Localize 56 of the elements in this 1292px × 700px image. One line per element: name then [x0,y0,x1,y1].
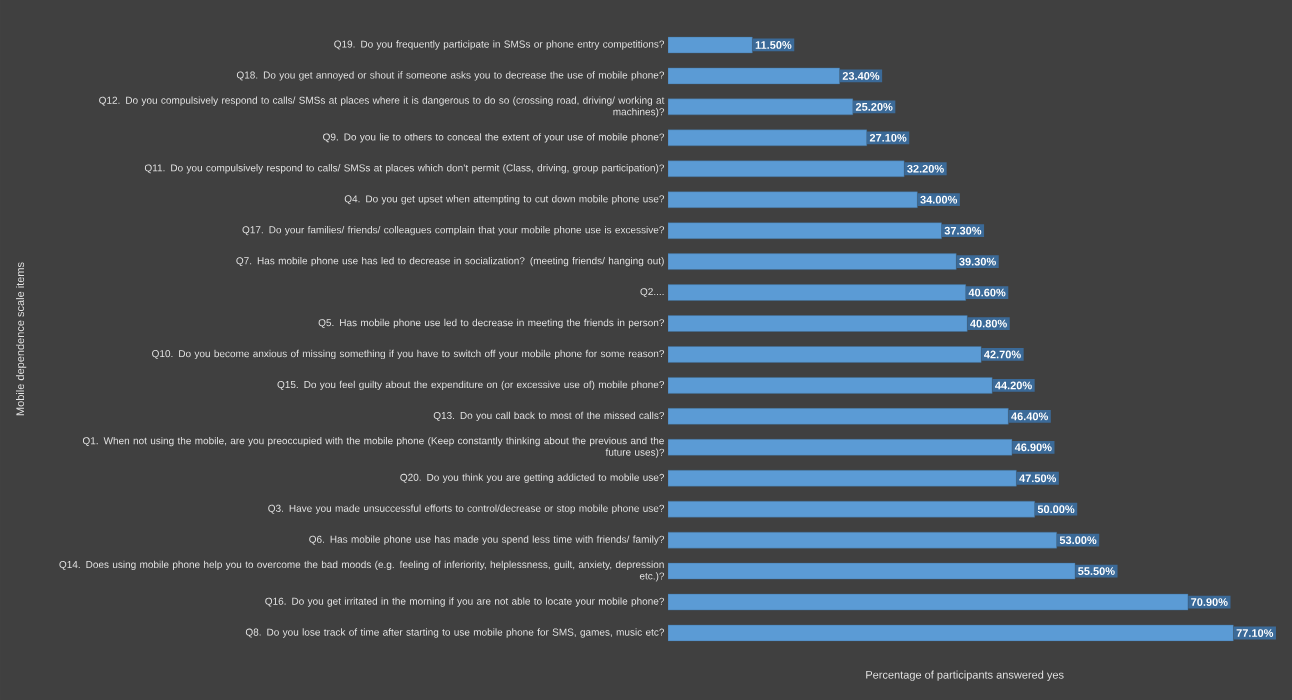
y-tick-label: Q12. Do you compulsively respond to calls/ SMSs at places where it is dangerous to do so (crossing road, driving/ working at machines)? [99,96,665,118]
bar [668,501,1035,518]
y-tick-label: Q6. Has mobile phone use has made you spend less time with friends/ family? [309,535,665,545]
bar [668,160,905,177]
bar [668,222,942,239]
data-label: 40.80% [970,319,1007,328]
data-label: 46.90% [1014,443,1052,452]
bar [668,129,867,147]
y-tick-label: Q20. Do you think you are getting addicted to mobile use? [400,473,665,483]
y-tick-label: Q1. When not using the mobile, are you preoccupied with the mobile phone (Keep constantly thinking about the previous and the future uses)? [82,436,665,458]
bar [668,377,993,394]
data-label: 50.00% [1037,505,1075,514]
y-tick-label: Q4. Do you get upset when attempting to cut down mobile phone use? [344,195,665,205]
bar [668,346,982,363]
data-label: 70.90% [1191,598,1228,606]
y-tick-label: Q3. Have you made unsuccessful efforts to control/decrease or stop mobile phone use? [268,504,665,514]
data-label: 44.20% [995,381,1032,390]
y-tick-label: Q7. Has mobile phone use has led to decrease in socialization? (meeting friends/ hanging out) [236,256,664,267]
y-tick-label: Q11. Do you compulsively respond to calls/ SMSs at places which don’t permit (Class, driving, group participation)? [144,164,665,174]
data-label: 25.20% [855,102,893,111]
y-tick-label: Q15. Do you feel guilty about the expenditure on (or excessive use of) mobile phone? [277,380,665,391]
data-label: 46.40% [1011,412,1049,421]
y-axis-title: Mobile dependence scale items [16,262,27,416]
data-label: 42.70% [984,350,1021,359]
data-label: 53.00% [1059,536,1097,545]
bar [668,253,957,270]
data-label: 40.60% [968,288,1006,297]
y-tick-label: Q14. Does using mobile phone help you to overcome the bad moods (e.g. feeling of inferiority, helplessness, guilt, anxiety, depression etc.)? [59,560,665,582]
data-label: 11.50% [755,41,792,49]
y-tick-label: Q8. Do you lose track of time after starting to use mobile phone for SMS, games, music etc? [245,628,665,638]
y-tick-label: Q16. Do you get irritated in the morning if you are not able to locate your mobile phone? [265,597,665,607]
y-tick-label: Q9. Do you lie to others to conceal the extent of your use of mobile phone? [323,133,665,143]
bar [668,470,1017,487]
data-label: 27.10% [869,133,907,142]
data-label: 77.10% [1236,629,1274,637]
x-axis-title: Percentage of participants answered yes [866,670,1064,681]
bar [668,408,1009,425]
y-tick-label: Q17. Do your families/ friends/ colleagues complain that your mobile phone use is excessive? [242,226,665,236]
data-label: 39.30% [959,257,996,266]
bar [668,315,968,332]
y-tick-label: Q5. Has mobile phone use led to decrease in meeting the friends in person? [318,318,665,329]
y-tick-label: Q2.... [640,288,664,298]
bar [668,439,1013,456]
bar [668,191,918,208]
bar [668,284,966,301]
data-label: 23.40% [842,72,880,80]
data-label: 32.20% [907,164,944,173]
y-tick-label: Q18. Do you get annoyed or shout if someone asks you to decrease the use of mobile phone? [236,71,665,81]
y-tick-label: Q10. Do you become anxious of missing something if you have to switch off your mobile phone for some reason? [152,349,665,360]
data-label: 47.50% [1019,474,1057,483]
y-tick-label: Q13. Do you call back to most of the missed calls? [433,411,665,422]
data-label: 34.00% [920,195,958,204]
bar [668,531,1057,549]
data-label: 37.30% [944,226,982,235]
y-tick-label: Q19. Do you frequently participate in SMSs or phone entry competitions? [334,40,665,50]
data-label: 55.50% [1078,567,1115,576]
